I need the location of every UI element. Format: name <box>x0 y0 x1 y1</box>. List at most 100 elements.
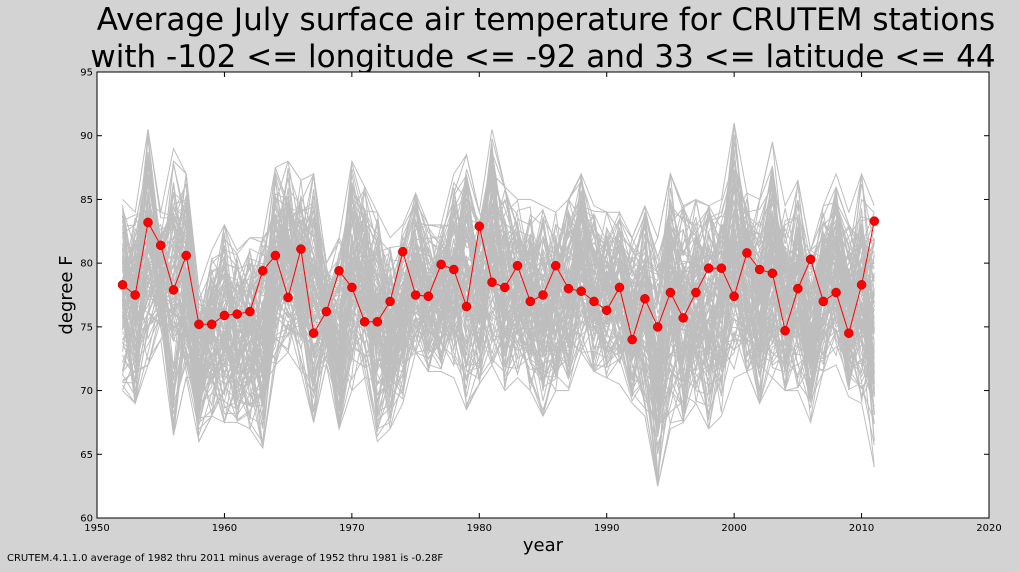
footnote: CRUTEM.4.1.1.0 average of 1982 thru 2011… <box>7 553 444 564</box>
average-point <box>410 290 421 300</box>
station-line <box>122 156 875 372</box>
average-point <box>321 306 332 317</box>
average-point <box>742 248 752 258</box>
x-tick-label: 2010 <box>849 523 874 534</box>
average-point <box>793 283 803 294</box>
average-point <box>805 254 816 265</box>
chart-title-line-1: Average July surface air temperature for… <box>97 2 995 38</box>
y-tick-label: 80 <box>80 259 93 270</box>
station-line <box>122 243 875 409</box>
average-point <box>627 334 637 345</box>
x-axis: 1950 1960 1970 1980 1990 2000 2010 2020 <box>84 72 1002 534</box>
station-line <box>122 151 875 345</box>
average-point <box>283 292 293 303</box>
station-envelope-upper <box>122 122 875 289</box>
x-tick-label: 1980 <box>467 523 492 534</box>
average-point <box>257 266 268 276</box>
station-line <box>122 199 875 394</box>
average-point <box>678 313 688 323</box>
x-tick-label: 2020 <box>976 523 1001 534</box>
average-point <box>512 260 523 271</box>
average-point <box>296 244 306 254</box>
station-line <box>122 211 875 426</box>
station-line <box>122 232 875 407</box>
average-point <box>398 246 408 257</box>
x-tick-label: 1990 <box>594 523 619 534</box>
station-envelope-lower <box>122 337 875 487</box>
y-tick-label: 95 <box>80 68 93 79</box>
average-point <box>640 294 650 304</box>
average-point <box>372 317 383 327</box>
y-tick-label: 70 <box>80 386 93 397</box>
average-point <box>767 268 778 279</box>
average-point <box>703 263 714 273</box>
station-line <box>122 242 875 416</box>
average-point <box>818 296 829 307</box>
average-point <box>614 282 625 293</box>
average-point <box>334 266 344 276</box>
station-line <box>122 213 875 451</box>
average-point <box>130 290 140 300</box>
average-point <box>780 325 790 336</box>
average-point <box>245 306 255 317</box>
average-point <box>181 250 191 261</box>
average-point <box>347 282 357 293</box>
average-point <box>831 287 841 298</box>
average-point <box>576 286 586 296</box>
average-point <box>308 328 319 338</box>
station-line <box>122 142 875 346</box>
average-point <box>550 260 561 271</box>
chart-title-line-2: with -102 <= longitude <= -92 and 33 <= … <box>90 39 995 75</box>
average-point <box>385 296 395 307</box>
average-point <box>691 287 701 298</box>
x-tick-label: 1970 <box>339 523 364 534</box>
average-point <box>423 291 434 302</box>
average-point <box>117 280 128 290</box>
y-tick-label: 90 <box>80 131 93 142</box>
average-point <box>194 319 204 330</box>
average-point <box>716 263 727 273</box>
average-point <box>665 287 676 298</box>
average-point <box>538 290 548 300</box>
average-point <box>652 322 663 332</box>
average-point <box>449 264 459 275</box>
average-point <box>168 285 179 295</box>
average-point <box>500 282 510 293</box>
x-tick-label: 1960 <box>212 523 237 534</box>
x-axis-label: year <box>523 535 564 556</box>
y-axis: 60 65 70 75 80 85 90 95 <box>80 68 989 525</box>
average-point <box>155 240 166 251</box>
average-point <box>487 277 497 288</box>
average-point <box>143 217 153 228</box>
average-point <box>232 309 242 319</box>
average-point <box>563 283 574 294</box>
station-line <box>122 291 875 487</box>
y-tick-label: 60 <box>80 514 93 525</box>
average-point <box>270 250 281 261</box>
average-point <box>219 310 230 321</box>
average-point <box>436 259 446 270</box>
station-line <box>122 228 875 417</box>
average-point <box>869 216 880 226</box>
average-point <box>525 296 536 307</box>
y-tick-label: 65 <box>80 450 93 461</box>
average-point <box>359 317 370 327</box>
average-point <box>474 221 485 231</box>
average-point <box>589 296 599 307</box>
average-series <box>117 216 880 345</box>
x-tick-label: 2000 <box>721 523 746 534</box>
x-tick-label: 1950 <box>84 523 109 534</box>
station-traces <box>122 122 875 487</box>
average-point <box>206 319 217 330</box>
y-tick-label: 85 <box>80 195 93 206</box>
average-point <box>754 264 765 275</box>
station-line <box>122 241 875 487</box>
average-point <box>461 301 472 312</box>
average-point <box>601 305 612 316</box>
station-line <box>122 159 875 374</box>
y-axis-label: degree F <box>56 255 77 334</box>
plot-frame <box>96 71 990 519</box>
average-point <box>856 280 867 290</box>
average-point <box>844 328 854 338</box>
